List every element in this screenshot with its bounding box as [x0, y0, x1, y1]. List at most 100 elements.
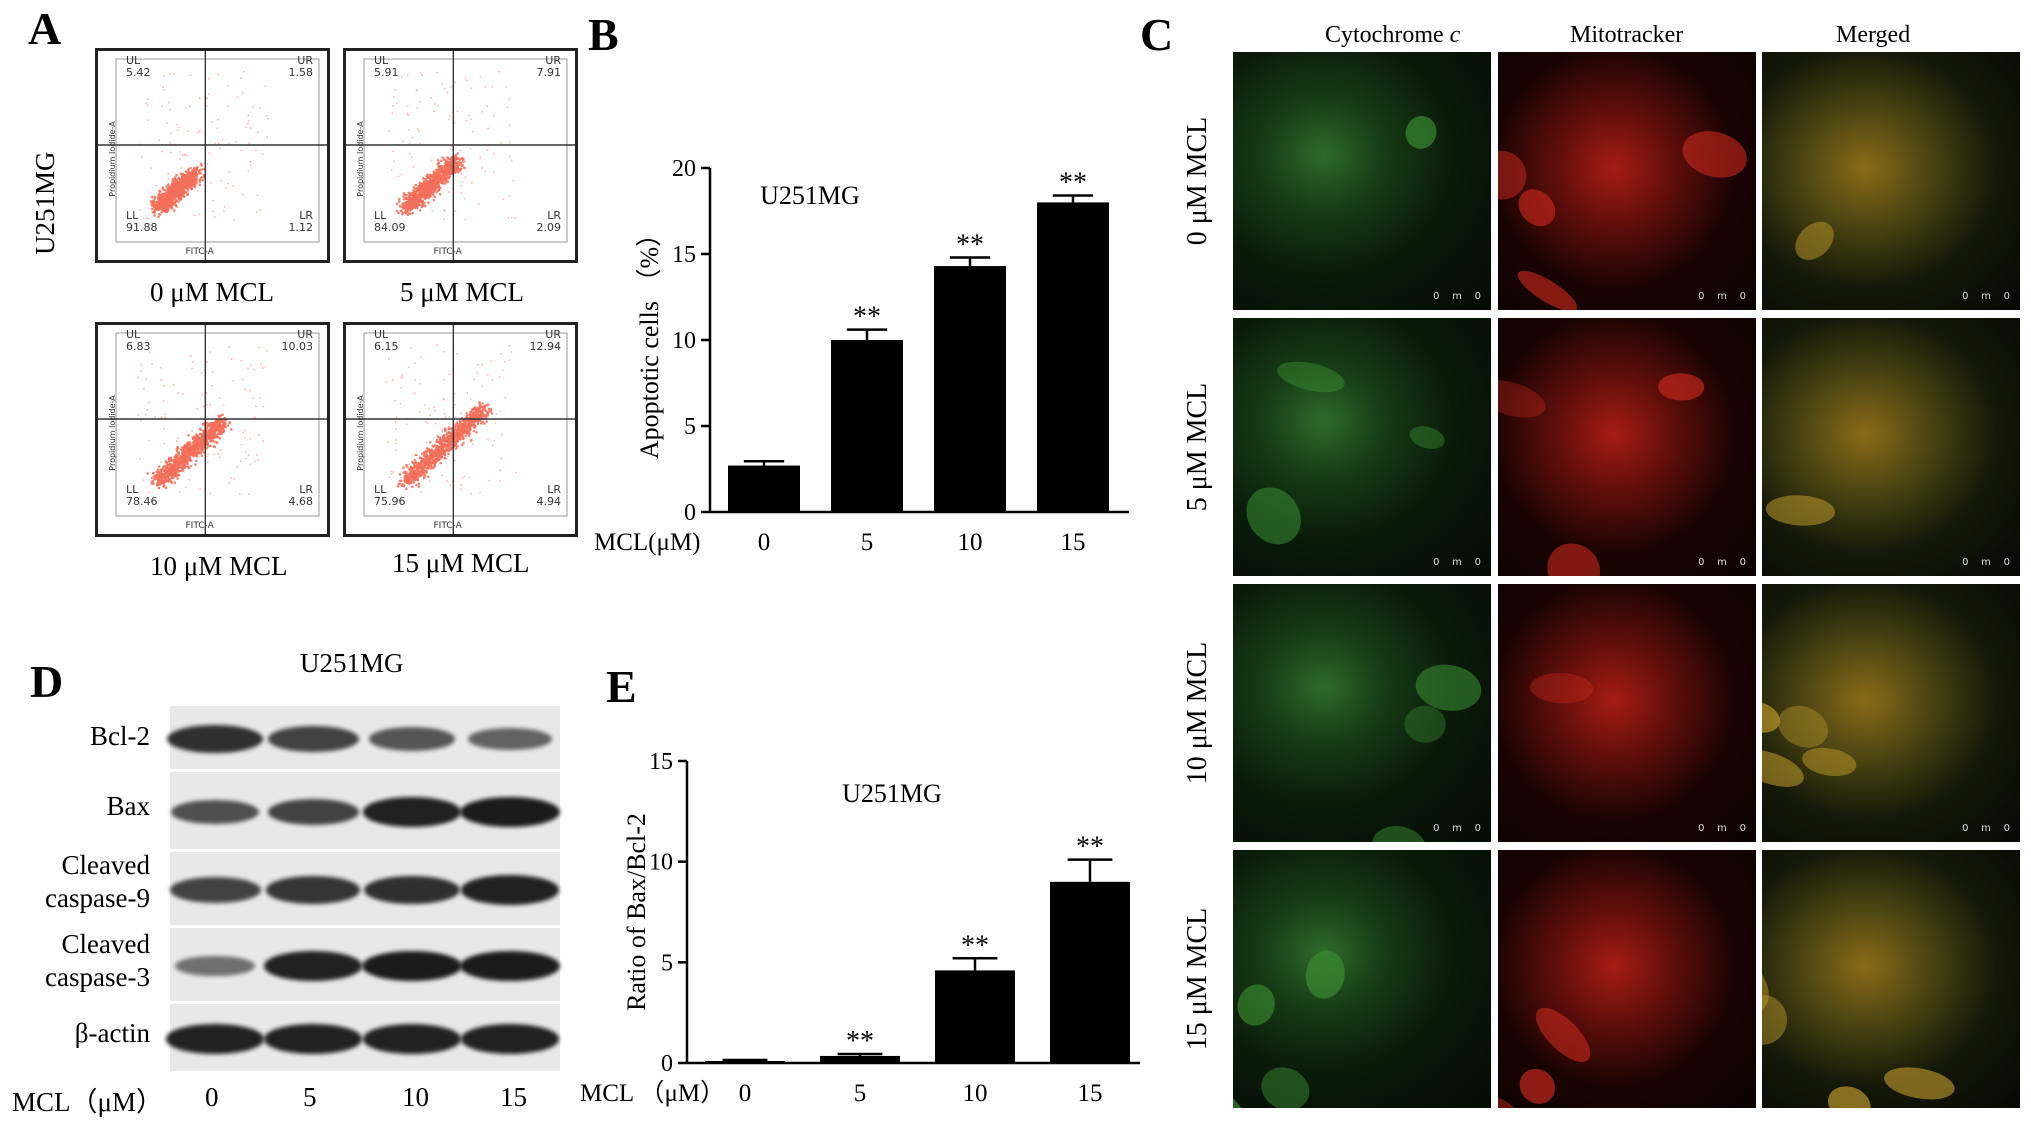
flow-dot: [161, 208, 164, 212]
flow-dot: [455, 435, 459, 438]
quadrant-ll-value: 84.09: [374, 221, 406, 234]
western-blot-band: [460, 875, 560, 905]
flow-dot: [402, 195, 405, 199]
bar: [728, 465, 800, 512]
flow-dot: [162, 204, 165, 207]
flow-scatter: [346, 51, 575, 260]
flow-dot: [486, 413, 490, 417]
flow-dot: [244, 429, 247, 432]
flow-dot: [463, 426, 467, 429]
flow-ylabel: Propidium Iodide-A: [356, 394, 365, 471]
flow-dot: [481, 408, 485, 412]
flow-dot: [211, 384, 213, 387]
flow-dot: [479, 76, 482, 79]
scale-bar-label: 0 m 0: [1962, 291, 2010, 302]
flow-dot: [227, 182, 230, 185]
flow-dot: [246, 122, 249, 125]
flow-dot: [263, 365, 266, 368]
flow-dot: [420, 474, 423, 477]
western-blot-strip: [170, 928, 560, 1004]
flow-dot: [223, 421, 227, 425]
flow-dot: [167, 185, 171, 189]
flow-dot: [255, 149, 257, 152]
flow-dot: [514, 471, 517, 474]
flow-dot: [176, 477, 179, 480]
flow-dot: [479, 156, 482, 159]
flow-dot: [212, 445, 216, 448]
flow-dot: [461, 430, 465, 433]
flow-dot: [215, 426, 219, 429]
flow-dot: [491, 379, 494, 382]
flow-dot: [446, 480, 448, 482]
flow-dot: [402, 466, 405, 470]
flow-dot: [392, 471, 395, 473]
flow-dot: [249, 164, 252, 167]
western-blot-band: [368, 727, 456, 751]
flow-dot: [208, 152, 211, 155]
flow-dot: [181, 456, 185, 459]
flow-dot: [256, 194, 259, 197]
flow-dot: [168, 199, 172, 203]
scale-bar-label: 0 m 0: [1962, 823, 2010, 834]
cell-blob: [1233, 1089, 1248, 1108]
flow-dot: [405, 487, 408, 490]
flow-dot: [142, 388, 145, 390]
cell-blob: [1518, 189, 1556, 227]
flow-dot: [441, 430, 444, 433]
flow-dot: [212, 210, 215, 213]
flow-dot: [446, 437, 450, 441]
flow-dot: [163, 428, 166, 431]
scale-bar-label: 0 m 0: [1698, 557, 1746, 568]
flow-dot: [167, 101, 170, 104]
flow-dot: [257, 459, 259, 462]
flow-dot: [444, 448, 448, 452]
micro-row-label: 5 μM MCL: [1182, 382, 1213, 512]
flow-dot: [476, 415, 480, 418]
flow-dot: [419, 355, 422, 358]
flow-dot: [454, 425, 457, 428]
western-blot-dose: 0: [205, 1082, 219, 1112]
cell-blob: [1795, 221, 1834, 260]
flow-dot: [180, 182, 184, 185]
flow-dot: [157, 480, 161, 484]
flow-dot: [171, 183, 174, 187]
flow-dot: [165, 193, 168, 197]
flow-dot: [247, 454, 250, 456]
flow-dot: [460, 488, 463, 491]
flow-dot: [194, 463, 197, 466]
flow-dot: [240, 149, 243, 152]
flow-dot: [240, 443, 243, 446]
flow-dot: [436, 182, 439, 185]
flow-dot: [454, 169, 458, 173]
flow-dot: [394, 89, 397, 91]
flow-dot: [176, 129, 179, 132]
flow-dot: [173, 203, 177, 207]
flow-dot: [447, 455, 449, 458]
flow-dot: [459, 170, 462, 173]
flow-dot: [163, 413, 166, 416]
flow-dot: [169, 194, 172, 198]
flow-dot: [180, 166, 183, 169]
flow-dot: [228, 346, 230, 349]
flow-xlabel: FITC-A: [185, 247, 214, 257]
flow-dot: [176, 451, 180, 455]
flow-dot: [182, 178, 186, 181]
flow-dot: [438, 168, 441, 171]
significance-mark: **: [1076, 832, 1104, 863]
flow-dot: [254, 460, 257, 463]
flow-dot: [195, 165, 199, 169]
flow-dot: [227, 84, 230, 87]
flow-dot: [414, 378, 417, 381]
flow-dot: [417, 482, 421, 486]
western-blot-band: [263, 1024, 363, 1054]
flow-dot: [164, 205, 168, 208]
flow-dot: [469, 410, 473, 414]
flow-dot: [443, 450, 446, 454]
flow-dot: [449, 484, 452, 487]
flow-dot: [169, 190, 172, 194]
flow-dot: [232, 379, 235, 382]
flow-dot: [510, 351, 513, 353]
flow-dot: [244, 388, 247, 391]
flow-dot: [194, 459, 198, 463]
flow-dot: [410, 206, 413, 209]
